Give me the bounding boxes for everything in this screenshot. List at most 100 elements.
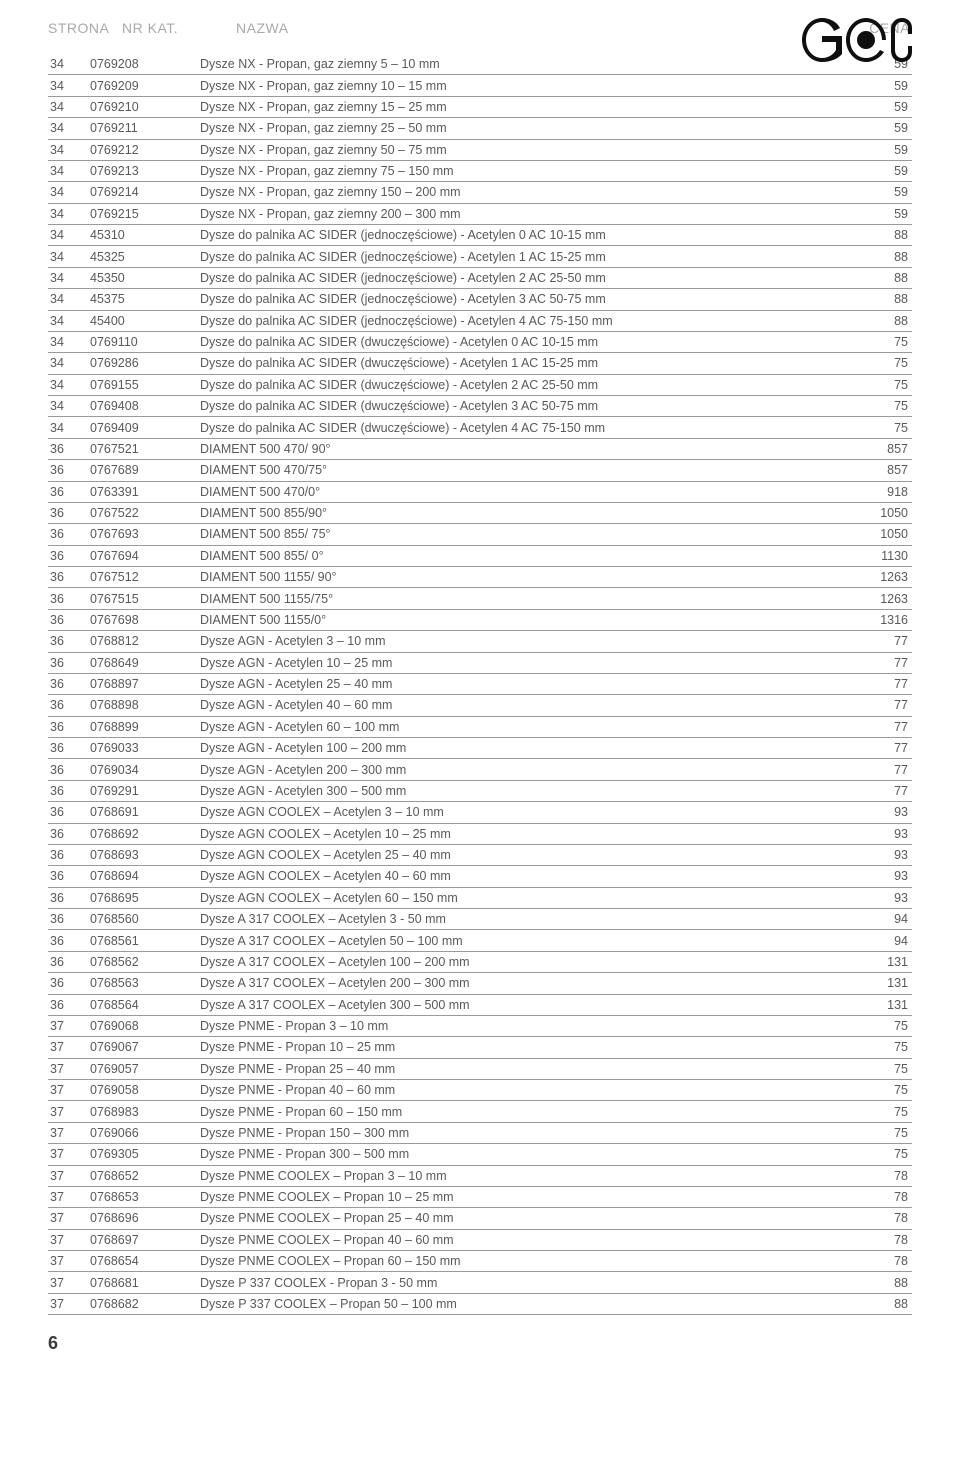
cell-strona: 37 — [48, 1015, 88, 1036]
cell-nrkat: 0768649 — [88, 652, 198, 673]
price-table: 340769208Dysze NX - Propan, gaz ziemny 5… — [48, 54, 912, 1315]
cell-strona: 36 — [48, 738, 88, 759]
cell-cena: 77 — [852, 631, 912, 652]
table-row: 370768653Dysze PNME COOLEX – Propan 10 –… — [48, 1186, 912, 1207]
cell-cena: 77 — [852, 673, 912, 694]
cell-nazwa: Dysze AGN COOLEX – Acetylen 40 – 60 mm — [198, 866, 852, 887]
cell-nrkat: 0768898 — [88, 695, 198, 716]
cell-nazwa: Dysze NX - Propan, gaz ziemny 25 – 50 mm — [198, 118, 852, 139]
cell-nrkat: 0769215 — [88, 203, 198, 224]
cell-nazwa: Dysze NX - Propan, gaz ziemny 5 – 10 mm — [198, 54, 852, 75]
cell-nazwa: Dysze AGN - Acetylen 60 – 100 mm — [198, 716, 852, 737]
cell-nrkat: 0768563 — [88, 973, 198, 994]
cell-strona: 36 — [48, 460, 88, 481]
cell-nrkat: 45350 — [88, 267, 198, 288]
cell-cena: 88 — [852, 310, 912, 331]
cell-nazwa: Dysze do palnika AC SIDER (dwuczęściowe)… — [198, 417, 852, 438]
table-row: 370769058Dysze PNME - Propan 40 – 60 mm7… — [48, 1080, 912, 1101]
cell-nrkat: 45400 — [88, 310, 198, 331]
cell-nazwa: Dysze NX - Propan, gaz ziemny 75 – 150 m… — [198, 160, 852, 181]
cell-strona: 36 — [48, 502, 88, 523]
cell-strona: 36 — [48, 716, 88, 737]
cell-nrkat: 0763391 — [88, 481, 198, 502]
cell-nazwa: DIAMENT 500 1155/75° — [198, 588, 852, 609]
cell-nazwa: Dysze A 317 COOLEX – Acetylen 100 – 200 … — [198, 951, 852, 972]
cell-nrkat: 0769286 — [88, 353, 198, 374]
cell-nazwa: Dysze PNME - Propan 40 – 60 mm — [198, 1080, 852, 1101]
cell-nazwa: Dysze NX - Propan, gaz ziemny 10 – 15 mm — [198, 75, 852, 96]
cell-strona: 37 — [48, 1122, 88, 1143]
cell-cena: 88 — [852, 225, 912, 246]
table-row: 360767515DIAMENT 500 1155/75°1263 — [48, 588, 912, 609]
cell-nazwa: Dysze do palnika AC SIDER (dwuczęściowe)… — [198, 331, 852, 352]
cell-nrkat: 0768653 — [88, 1186, 198, 1207]
page-header: STRONA NR KAT. NAZWA CENA — [48, 20, 912, 36]
table-row: 340769211Dysze NX - Propan, gaz ziemny 2… — [48, 118, 912, 139]
column-headers: STRONA NR KAT. NAZWA — [48, 20, 289, 36]
table-row: 340769209Dysze NX - Propan, gaz ziemny 1… — [48, 75, 912, 96]
cell-strona: 37 — [48, 1272, 88, 1293]
table-row: 360768695Dysze AGN COOLEX – Acetylen 60 … — [48, 887, 912, 908]
table-row: 360768692Dysze AGN COOLEX – Acetylen 10 … — [48, 823, 912, 844]
cell-nazwa: Dysze AGN - Acetylen 200 – 300 mm — [198, 759, 852, 780]
cell-nrkat: 0769066 — [88, 1122, 198, 1143]
header-strona: STRONA — [48, 20, 108, 36]
cell-nrkat: 0767698 — [88, 609, 198, 630]
table-row: 360769034Dysze AGN - Acetylen 200 – 300 … — [48, 759, 912, 780]
cell-nazwa: Dysze PNME COOLEX – Propan 3 – 10 mm — [198, 1165, 852, 1186]
table-row: 370769057Dysze PNME - Propan 25 – 40 mm7… — [48, 1058, 912, 1079]
cell-nazwa: DIAMENT 500 1155/0° — [198, 609, 852, 630]
cell-strona: 34 — [48, 267, 88, 288]
table-row: 340769408Dysze do palnika AC SIDER (dwuc… — [48, 396, 912, 417]
cell-nrkat: 0769058 — [88, 1080, 198, 1101]
cell-nrkat: 0768899 — [88, 716, 198, 737]
cell-cena: 131 — [852, 973, 912, 994]
cell-nazwa: Dysze AGN COOLEX – Acetylen 25 – 40 mm — [198, 844, 852, 865]
cell-cena: 78 — [852, 1208, 912, 1229]
cell-nrkat: 0769034 — [88, 759, 198, 780]
cell-nazwa: Dysze PNME - Propan 10 – 25 mm — [198, 1037, 852, 1058]
cell-strona: 37 — [48, 1165, 88, 1186]
cell-cena: 75 — [852, 1015, 912, 1036]
cell-strona: 34 — [48, 353, 88, 374]
cell-strona: 36 — [48, 567, 88, 588]
cell-cena: 59 — [852, 182, 912, 203]
cell-strona: 36 — [48, 524, 88, 545]
cell-nazwa: Dysze PNME - Propan 25 – 40 mm — [198, 1058, 852, 1079]
table-row: 360768899Dysze AGN - Acetylen 60 – 100 m… — [48, 716, 912, 737]
cell-strona: 36 — [48, 481, 88, 502]
cell-cena: 857 — [852, 460, 912, 481]
cell-cena: 93 — [852, 823, 912, 844]
cell-cena: 75 — [852, 374, 912, 395]
cell-cena: 75 — [852, 353, 912, 374]
cell-nrkat: 0769209 — [88, 75, 198, 96]
table-row: 340769208Dysze NX - Propan, gaz ziemny 5… — [48, 54, 912, 75]
cell-cena: 93 — [852, 866, 912, 887]
cell-strona: 37 — [48, 1208, 88, 1229]
cell-nrkat: 0769214 — [88, 182, 198, 203]
cell-cena: 59 — [852, 203, 912, 224]
table-row: 360767698DIAMENT 500 1155/0°1316 — [48, 609, 912, 630]
cell-nazwa: Dysze PNME COOLEX – Propan 25 – 40 mm — [198, 1208, 852, 1229]
cell-cena: 1050 — [852, 502, 912, 523]
cell-nrkat: 0768561 — [88, 930, 198, 951]
cell-nazwa: Dysze AGN - Acetylen 100 – 200 mm — [198, 738, 852, 759]
cell-nrkat: 0769212 — [88, 139, 198, 160]
cell-strona: 36 — [48, 887, 88, 908]
cell-nrkat: 0768697 — [88, 1229, 198, 1250]
cell-nrkat: 0768691 — [88, 802, 198, 823]
cell-nrkat: 45310 — [88, 225, 198, 246]
cell-cena: 75 — [852, 1037, 912, 1058]
cell-nazwa: DIAMENT 500 1155/ 90° — [198, 567, 852, 588]
cell-cena: 857 — [852, 438, 912, 459]
table-row: 340769215Dysze NX - Propan, gaz ziemny 2… — [48, 203, 912, 224]
table-row: 3445400Dysze do palnika AC SIDER (jednoc… — [48, 310, 912, 331]
cell-strona: 34 — [48, 246, 88, 267]
cell-strona: 36 — [48, 631, 88, 652]
table-row: 360767512DIAMENT 500 1155/ 90°1263 — [48, 567, 912, 588]
cell-strona: 36 — [48, 844, 88, 865]
cell-cena: 131 — [852, 994, 912, 1015]
cell-strona: 36 — [48, 866, 88, 887]
table-row: 3445310Dysze do palnika AC SIDER (jednoc… — [48, 225, 912, 246]
cell-cena: 77 — [852, 716, 912, 737]
